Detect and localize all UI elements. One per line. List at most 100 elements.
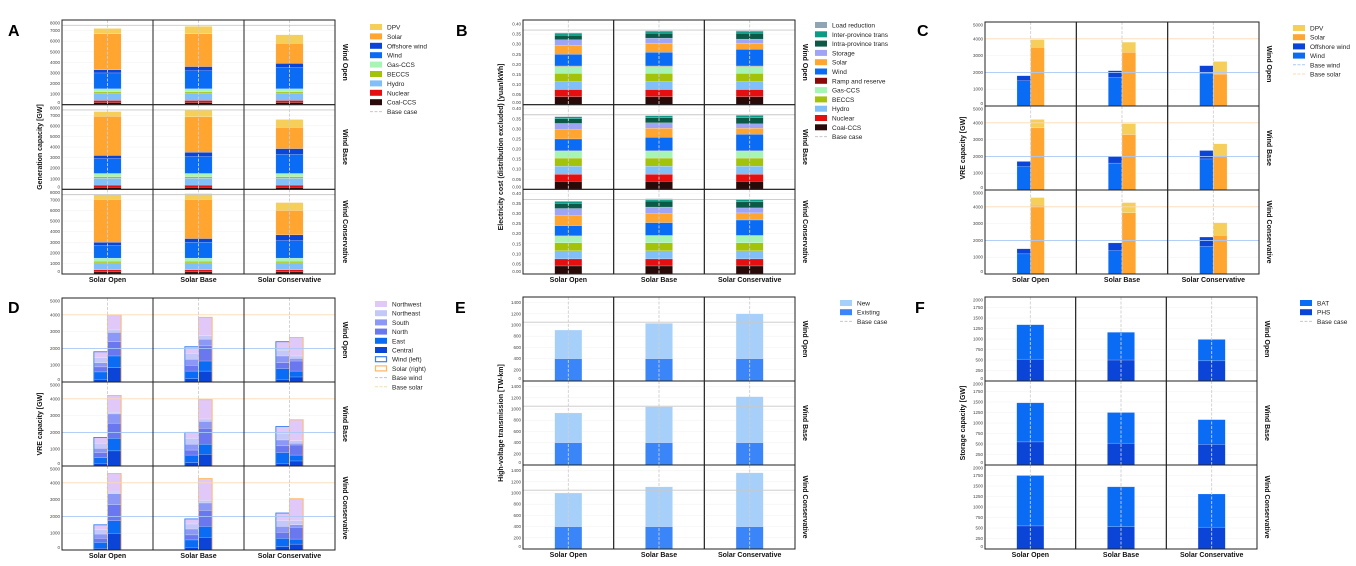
y-tick-label: 1400 xyxy=(511,300,522,305)
y-tick-label: 0 xyxy=(57,545,60,550)
y-tick-label: 1500 xyxy=(973,316,984,321)
legend-label: BECCS xyxy=(387,72,410,79)
bar-segment-north xyxy=(93,452,108,458)
row-facet-label: Wind Base xyxy=(801,129,808,165)
bar-segment-solar xyxy=(1030,47,1045,107)
y-tick-label: 8000 xyxy=(50,105,61,110)
bar-segment-north xyxy=(275,362,290,369)
y-tick-label: 0.05 xyxy=(512,177,521,182)
y-tick-label: 3000 xyxy=(50,240,61,245)
bar-segment-east xyxy=(107,355,122,368)
bar-segment-east xyxy=(184,454,199,463)
bar-segment-offshore-wind xyxy=(1108,156,1123,164)
legend-swatch xyxy=(815,22,827,28)
legend-label: Base case xyxy=(832,134,863,141)
y-tick-label: 0 xyxy=(57,100,60,105)
y-tick-label: 2000 xyxy=(50,514,61,519)
bar-segment-north xyxy=(198,510,213,527)
facet xyxy=(243,381,336,467)
legend-item: Intra-province trans xyxy=(815,40,889,48)
legend-swatch xyxy=(815,49,827,56)
legend-swatch xyxy=(370,33,382,40)
y-tick-label: 0 xyxy=(57,377,60,382)
row-facet-label: Wind Conservative xyxy=(1265,201,1272,264)
row-facet-label: Wind Conservative xyxy=(801,476,808,539)
y-axis-label: VRE capacity [GW] xyxy=(37,392,44,455)
facet-frame xyxy=(703,464,796,550)
bar-segment-south xyxy=(107,332,122,342)
bar-segment-wind xyxy=(1199,73,1214,107)
y-tick-label: 0 xyxy=(518,460,521,465)
bar-segment-solar xyxy=(1030,204,1045,275)
y-tick-label: 4000 xyxy=(50,145,61,150)
col-facet-label: Solar Base xyxy=(641,277,677,284)
facet xyxy=(703,104,796,190)
legend-label: BAT xyxy=(1317,301,1329,308)
bar-segment-northeast xyxy=(198,500,213,504)
y-tick-label: 1200 xyxy=(511,479,522,484)
y-tick-label: 400 xyxy=(513,524,521,529)
y-tick-label: 0 xyxy=(57,269,60,274)
y-tick-label: 4000 xyxy=(50,60,61,65)
facet xyxy=(61,297,154,383)
y-tick-label: 250 xyxy=(975,452,983,457)
bar-segment-north xyxy=(289,444,304,456)
bar-segment-east xyxy=(289,370,304,378)
y-tick-label: 4000 xyxy=(973,204,984,209)
bar-segment-northeast xyxy=(198,418,213,422)
facet xyxy=(61,381,154,467)
y-tick-label: 500 xyxy=(975,526,983,531)
y-axis-label: High-voltage transmission [TW-km] xyxy=(498,364,505,482)
legend-swatch xyxy=(815,31,827,38)
y-tick-label: 0.30 xyxy=(512,126,521,131)
legend-swatch xyxy=(815,68,827,75)
bar-segment-central xyxy=(198,537,213,551)
y-tick-label: 2000 xyxy=(50,346,61,351)
facet xyxy=(61,188,154,275)
bar-segment-central xyxy=(184,378,199,383)
y-tick-label: 800 xyxy=(513,418,521,423)
legend-swatch xyxy=(370,61,382,68)
y-tick-label: 200 xyxy=(513,535,521,540)
panel-f: F Storage capacity [GW] 0 250 500 750 1000 1250… xyxy=(915,296,1348,559)
legend-item: Coal-CCS xyxy=(815,124,862,132)
legend-swatch xyxy=(840,300,852,306)
legend-item: Base solar xyxy=(1293,72,1342,79)
row-facet-label: Wind Base xyxy=(801,405,808,441)
legend-item: PHS xyxy=(1300,309,1331,317)
panel-c: C VRE capacity [GW] 0 1000 2000 3000 4000 5000 W… xyxy=(917,21,1350,284)
legend-swatch xyxy=(374,365,388,372)
y-tick-label: 1750 xyxy=(973,389,984,394)
row-facet-label: Wind Conservative xyxy=(1263,476,1270,539)
bar-segment-northeast xyxy=(289,520,304,525)
y-tick-label: 3000 xyxy=(973,53,984,58)
y-tick-label: 1000 xyxy=(511,491,522,496)
y-tick-label: 5000 xyxy=(50,467,61,472)
legend-item: Existing xyxy=(840,309,880,317)
bar-segment-northeast xyxy=(198,335,213,340)
facet xyxy=(703,188,796,275)
legend-swatch xyxy=(375,319,387,326)
legend-swatch xyxy=(815,105,827,112)
legend-item: Offshore wind xyxy=(370,42,427,50)
y-tick-label: 1250 xyxy=(973,326,984,331)
bar-segment-east xyxy=(198,360,213,372)
y-tick-label: 3000 xyxy=(50,413,61,418)
legend-item: New xyxy=(840,300,870,308)
legend-item: Solar xyxy=(815,59,848,67)
y-tick-label: 5000 xyxy=(973,191,984,196)
legend-swatch xyxy=(815,87,827,94)
legend-swatch xyxy=(815,115,827,121)
bar-segment-northeast xyxy=(107,329,122,333)
bar-segment-east xyxy=(275,452,290,464)
bar-segment-wind xyxy=(1016,253,1031,275)
y-tick-label: 0.10 xyxy=(512,167,521,172)
y-tick-label: 0 xyxy=(518,376,521,381)
y-tick-label: 7000 xyxy=(50,113,61,118)
bar-segment-north xyxy=(107,422,122,439)
legend-label: BECCS xyxy=(832,97,855,104)
facet xyxy=(522,188,615,275)
bar-segment-north xyxy=(93,538,108,543)
y-tick-label: 2000 xyxy=(973,298,984,303)
